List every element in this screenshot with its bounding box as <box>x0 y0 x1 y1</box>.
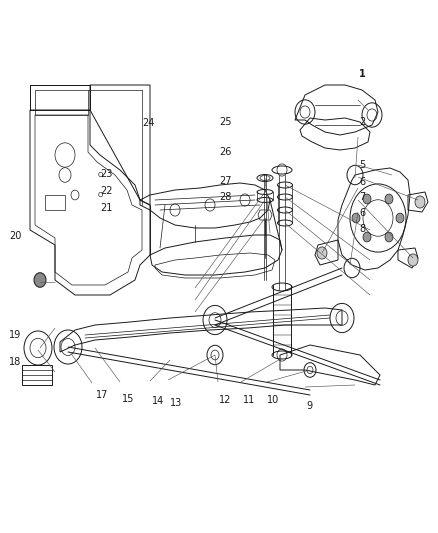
Text: 5: 5 <box>359 160 365 170</box>
Text: 1: 1 <box>359 69 366 78</box>
Text: 12: 12 <box>219 395 231 405</box>
Text: 26: 26 <box>219 147 231 157</box>
Text: 14: 14 <box>152 396 165 406</box>
Text: 23: 23 <box>101 169 113 179</box>
Text: 7: 7 <box>359 192 365 202</box>
Text: 20: 20 <box>9 231 21 240</box>
Text: 8: 8 <box>359 224 365 234</box>
Circle shape <box>363 232 371 242</box>
Text: 19: 19 <box>9 330 21 340</box>
Circle shape <box>352 213 360 223</box>
Text: 9: 9 <box>307 401 313 411</box>
Text: 17: 17 <box>95 391 108 400</box>
Circle shape <box>408 254 418 266</box>
Text: O: O <box>97 192 102 198</box>
Circle shape <box>317 247 327 259</box>
Text: 11: 11 <box>243 395 255 405</box>
Circle shape <box>385 194 393 204</box>
Text: 15: 15 <box>122 394 134 403</box>
Text: 22: 22 <box>100 186 113 196</box>
Circle shape <box>363 194 371 204</box>
Text: 25: 25 <box>219 117 232 126</box>
Text: O: O <box>97 172 102 178</box>
Text: 10: 10 <box>267 395 279 405</box>
Text: 2: 2 <box>359 117 365 126</box>
Circle shape <box>34 273 46 287</box>
Circle shape <box>396 213 404 223</box>
Text: 18: 18 <box>9 358 21 367</box>
Text: 6: 6 <box>359 208 365 218</box>
Text: 13: 13 <box>170 398 182 408</box>
Circle shape <box>385 232 393 242</box>
Text: 6: 6 <box>359 177 365 187</box>
Text: 21: 21 <box>101 203 113 213</box>
Circle shape <box>415 196 425 208</box>
Text: 27: 27 <box>219 176 232 186</box>
Text: 28: 28 <box>219 192 231 202</box>
Text: 24: 24 <box>142 118 154 127</box>
